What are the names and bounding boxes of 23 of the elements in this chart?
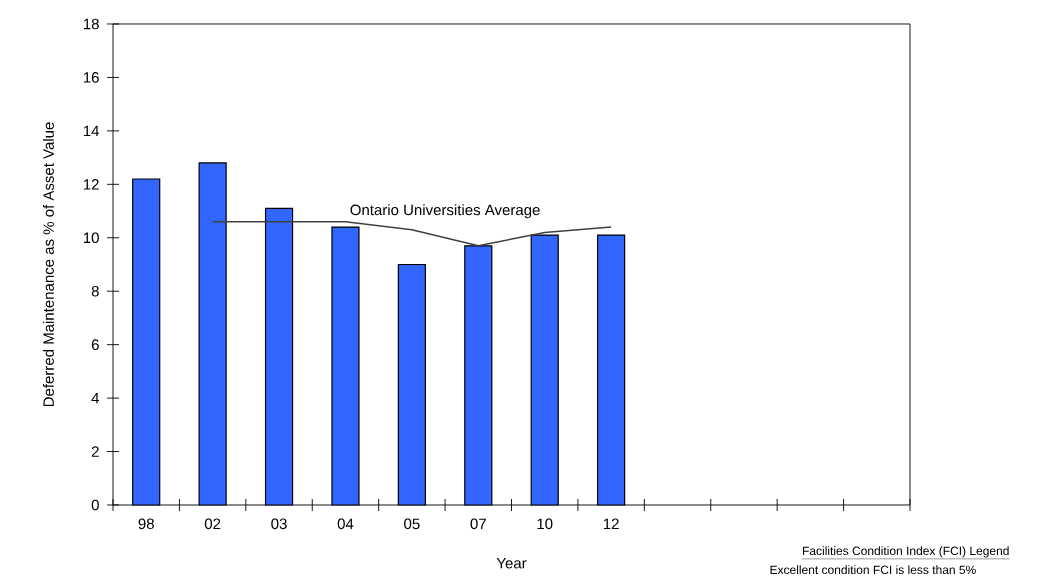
x-tick-label: 03	[271, 518, 287, 530]
x-tick-label: 02	[204, 518, 221, 530]
x-tick-label: 12	[603, 518, 619, 529]
y-tick-label: 2	[91, 446, 99, 457]
text: Excellent condition FCI is less than 5%	[770, 565, 976, 575]
y-tick-label: 0	[91, 499, 99, 511]
y-tick-label: 6	[91, 339, 99, 350]
y-tick-label: 4	[91, 392, 100, 404]
y-tick-label: 10	[83, 232, 99, 244]
text: Facilities Condition Index (FCI) Legend	[803, 546, 1009, 558]
y-tick-label: 12	[83, 179, 99, 190]
y-tick-label: 14	[83, 125, 100, 137]
x-tick-label: 10	[537, 518, 553, 530]
series-label: Ontario Universities Average	[350, 204, 540, 219]
y-tick-label: 8	[91, 285, 99, 297]
x-tick-label: 07	[470, 518, 486, 530]
x-axis-title: Year	[496, 558, 527, 569]
y-tick-label: 16	[83, 72, 99, 83]
x-tick-label: 05	[404, 518, 420, 530]
y-tick-label: 18	[83, 18, 99, 30]
y-axis-title: Deferred Maintenance as % of Asset Value	[42, 122, 54, 407]
x-tick-label: 04	[337, 518, 354, 530]
x-tick-label: 98	[138, 518, 154, 530]
